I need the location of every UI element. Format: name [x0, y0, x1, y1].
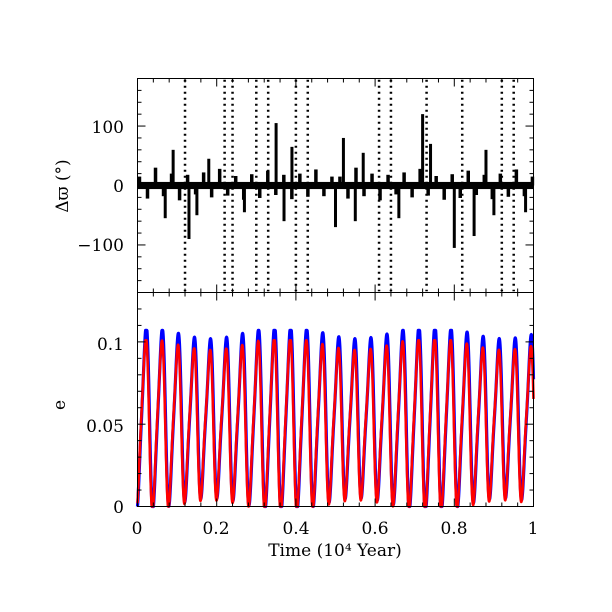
bottom-ytick-label-0: 0 — [113, 498, 124, 518]
xtick-label-0.6: 0.6 — [361, 519, 388, 539]
bottom-data-layer — [135, 328, 536, 509]
bottom-series-red — [136, 338, 535, 508]
top-ticks — [137, 78, 534, 293]
xtick-label-0.2: 0.2 — [202, 519, 229, 539]
bottom-ylabel: e — [50, 400, 70, 410]
xtick-label-0.4: 0.4 — [282, 519, 309, 539]
bottom-panel: 0.1 0.05 0 e 0 0.2 0.4 0.6 0.8 1 Time (1… — [50, 292, 539, 561]
top-ytick-label-100: 100 — [92, 118, 124, 138]
top-ytick-label-minus100: −100 — [77, 236, 124, 256]
top-ytick-label-0: 0 — [113, 177, 124, 197]
top-data-layer — [137, 79, 535, 292]
bottom-ytick-label-0.05: 0.05 — [86, 417, 124, 437]
bottom-ticks — [137, 292, 534, 507]
bottom-ytick-label-0.1: 0.1 — [97, 335, 124, 355]
xtick-label-0: 0 — [132, 519, 143, 539]
xtick-label-0.8: 0.8 — [440, 519, 467, 539]
xtick-label-1: 1 — [528, 519, 539, 539]
bottom-plot-frame — [137, 292, 534, 507]
xlabel: Time (10⁴ Year) — [268, 541, 402, 561]
top-ylabel: Δϖ (°) — [53, 159, 73, 212]
top-panel: 100 0 −100 Δϖ (°) — [53, 78, 535, 293]
